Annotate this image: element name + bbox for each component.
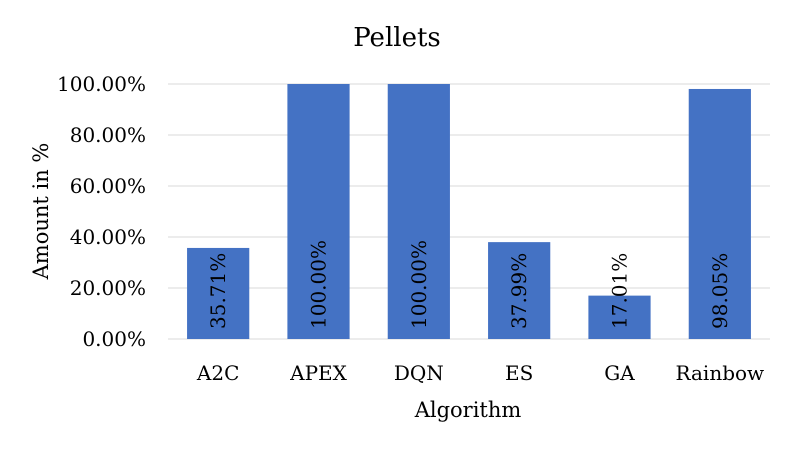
chart-title: Pellets (353, 23, 441, 53)
x-category-label: A2C (196, 361, 239, 385)
x-axis-categories: A2C APEX DQN ES GA Rainbow (196, 361, 764, 385)
y-tick-label: 80.00% (70, 123, 146, 147)
data-label-dqn: 100.00% (407, 240, 431, 329)
data-label-a2c: 35.71% (206, 253, 230, 329)
bar-dqn (387, 84, 450, 339)
y-axis-ticks: 0.00% 20.00% 40.00% 60.00% 80.00% 100.00% (57, 72, 146, 351)
data-labels: 35.71% 100.00% 100.00% 37.99% 17.01% 98.05% (206, 240, 732, 329)
gridlines (168, 83, 770, 340)
bar-apex (287, 84, 350, 339)
x-axis-title: Algorithm (414, 398, 522, 422)
y-tick-label: 20.00% (70, 276, 146, 300)
x-category-label: APEX (289, 361, 348, 385)
y-tick-label: 0.00% (82, 327, 146, 351)
data-label-ga: 17.01% (608, 253, 632, 329)
data-label-rainbow: 98.05% (708, 253, 732, 329)
x-category-label: Rainbow (675, 361, 764, 385)
data-label-es: 37.99% (507, 253, 531, 329)
bar-rainbow (688, 88, 751, 339)
y-tick-label: 60.00% (70, 174, 146, 198)
x-category-label: ES (505, 361, 533, 385)
bar-ga (588, 295, 651, 339)
x-category-label: GA (604, 361, 635, 385)
bars (187, 84, 751, 339)
data-label-apex: 100.00% (307, 240, 331, 329)
y-tick-label: 40.00% (70, 225, 146, 249)
y-tick-label: 100.00% (57, 72, 146, 96)
y-axis-title: Amount in % (29, 143, 53, 281)
bar-es (488, 242, 551, 339)
x-category-label: DQN (394, 361, 444, 385)
bar-a2c (187, 247, 250, 339)
